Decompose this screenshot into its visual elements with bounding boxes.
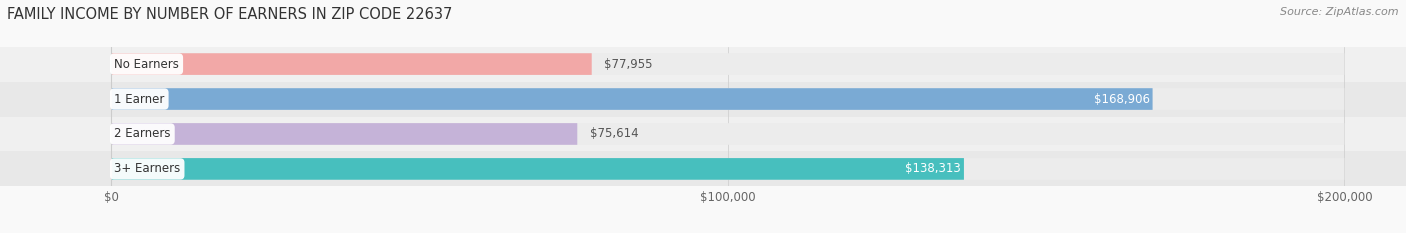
FancyBboxPatch shape — [111, 158, 965, 180]
FancyBboxPatch shape — [111, 88, 1153, 110]
Text: 1 Earner: 1 Earner — [114, 93, 165, 106]
Text: No Earners: No Earners — [114, 58, 179, 71]
FancyBboxPatch shape — [111, 158, 1344, 180]
FancyBboxPatch shape — [0, 82, 1406, 116]
Text: $77,955: $77,955 — [605, 58, 652, 71]
FancyBboxPatch shape — [111, 123, 1344, 145]
Text: Source: ZipAtlas.com: Source: ZipAtlas.com — [1281, 7, 1399, 17]
Text: 3+ Earners: 3+ Earners — [114, 162, 180, 175]
FancyBboxPatch shape — [0, 47, 1406, 82]
FancyBboxPatch shape — [111, 123, 578, 145]
FancyBboxPatch shape — [111, 53, 592, 75]
FancyBboxPatch shape — [111, 53, 1344, 75]
FancyBboxPatch shape — [111, 88, 1344, 110]
FancyBboxPatch shape — [0, 116, 1406, 151]
Text: $138,313: $138,313 — [905, 162, 960, 175]
Text: FAMILY INCOME BY NUMBER OF EARNERS IN ZIP CODE 22637: FAMILY INCOME BY NUMBER OF EARNERS IN ZI… — [7, 7, 453, 22]
FancyBboxPatch shape — [0, 151, 1406, 186]
Text: 2 Earners: 2 Earners — [114, 127, 170, 140]
Text: $75,614: $75,614 — [589, 127, 638, 140]
Text: $168,906: $168,906 — [1094, 93, 1150, 106]
